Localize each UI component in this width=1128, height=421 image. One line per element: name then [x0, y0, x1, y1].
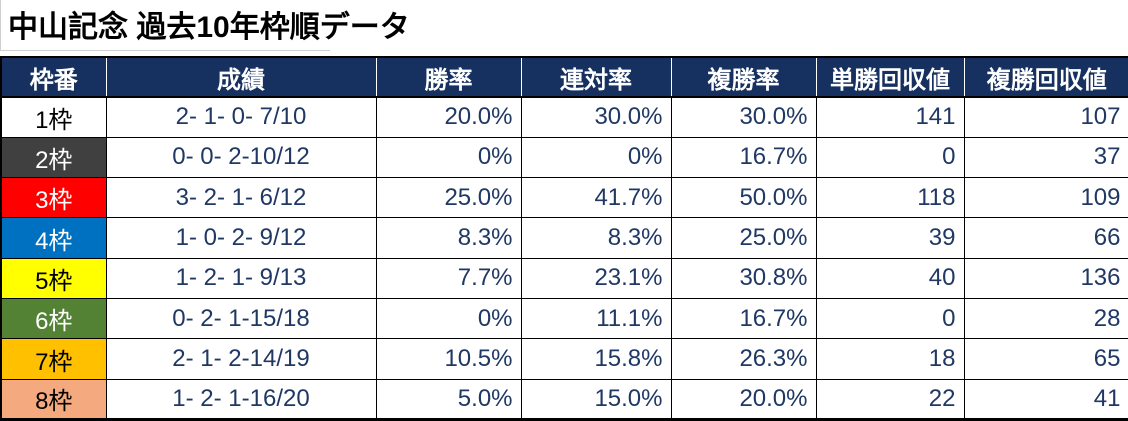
win-return-cell: 141	[815, 96, 965, 138]
record-cell: 0- 2- 1-15/18	[105, 298, 377, 340]
record-cell: 3- 2- 1- 6/12	[105, 177, 377, 219]
place-rate-cell: 23.1%	[520, 257, 672, 300]
table-row: 7枠 2- 1- 2-14/19 10.5% 15.8% 26.3% 18 65	[0, 338, 1128, 380]
show-rate-cell: 50.0%	[670, 177, 817, 219]
show-return-cell: 41	[963, 378, 1128, 421]
show-rate-cell: 16.7%	[670, 298, 817, 340]
title-cell-gridline	[0, 0, 330, 51]
frame-cell: 5枠	[0, 257, 107, 300]
frame-cell: 6枠	[0, 298, 107, 340]
frame-cell: 7枠	[0, 338, 107, 380]
col-header-show-rate: 複勝率	[670, 57, 816, 98]
win-return-cell: 39	[815, 217, 965, 259]
place-rate-cell: 30.0%	[520, 96, 672, 138]
frame-stats-table: 枠番 成績 勝率 連対率 複勝率 単勝回収値 複勝回収値 1枠 2- 1- 0-…	[0, 56, 1128, 421]
record-cell: 0- 0- 2-10/12	[105, 136, 377, 179]
place-rate-cell: 8.3%	[520, 217, 672, 259]
frame-cell: 1枠	[0, 96, 107, 138]
table-row: 8枠 1- 2- 1-16/20 5.0% 15.0% 20.0% 22 41	[0, 378, 1128, 421]
show-return-cell: 28	[963, 298, 1128, 340]
table-row: 1枠 2- 1- 0- 7/10 20.0% 30.0% 30.0% 141 1…	[0, 96, 1128, 138]
win-rate-cell: 0%	[375, 298, 522, 340]
win-rate-cell: 5.0%	[375, 378, 522, 421]
show-return-cell: 37	[963, 136, 1128, 179]
record-cell: 2- 1- 0- 7/10	[105, 96, 377, 138]
win-rate-cell: 10.5%	[375, 338, 522, 380]
frame-cell: 2枠	[0, 136, 107, 179]
record-cell: 1- 2- 1-16/20	[105, 378, 377, 421]
place-rate-cell: 41.7%	[520, 177, 672, 219]
win-return-cell: 22	[815, 378, 965, 421]
show-rate-cell: 26.3%	[670, 338, 817, 380]
place-rate-cell: 15.0%	[520, 378, 672, 421]
frame-cell: 8枠	[0, 378, 107, 421]
win-rate-cell: 7.7%	[375, 257, 522, 300]
table-row: 4枠 1- 0- 2- 9/12 8.3% 8.3% 25.0% 39 66	[0, 217, 1128, 259]
win-return-cell: 0	[815, 136, 965, 179]
table-header-row: 枠番 成績 勝率 連対率 複勝率 単勝回収値 複勝回収値	[1, 57, 1128, 98]
record-cell: 1- 2- 1- 9/13	[105, 257, 377, 300]
table-row: 6枠 0- 2- 1-15/18 0% 11.1% 16.7% 0 28	[0, 298, 1128, 340]
win-return-cell: 0	[815, 298, 965, 340]
show-return-cell: 107	[963, 96, 1128, 138]
win-rate-cell: 20.0%	[375, 96, 522, 138]
show-return-cell: 109	[963, 177, 1128, 219]
win-return-cell: 118	[815, 177, 965, 219]
col-header-win-return: 単勝回収値	[815, 57, 964, 98]
win-return-cell: 40	[815, 257, 965, 300]
show-return-cell: 136	[963, 257, 1128, 300]
page-title: 中山記念 過去10年枠順データ	[8, 11, 410, 44]
frame-cell: 3枠	[0, 177, 107, 219]
table-row: 2枠 0- 0- 2-10/12 0% 0% 16.7% 0 37	[0, 136, 1128, 179]
win-rate-cell: 25.0%	[375, 177, 522, 219]
place-rate-cell: 0%	[520, 136, 672, 179]
show-rate-cell: 30.8%	[670, 257, 817, 300]
col-header-win-rate: 勝率	[375, 57, 521, 98]
place-rate-cell: 15.8%	[520, 338, 672, 380]
table-row: 3枠 3- 2- 1- 6/12 25.0% 41.7% 50.0% 118 1…	[0, 177, 1128, 219]
win-rate-cell: 0%	[375, 136, 522, 179]
show-rate-cell: 16.7%	[670, 136, 817, 179]
show-rate-cell: 30.0%	[670, 96, 817, 138]
place-rate-cell: 11.1%	[520, 298, 672, 340]
show-return-cell: 65	[963, 338, 1128, 380]
title-area: 中山記念 過去10年枠順データ	[0, 0, 1128, 56]
win-return-cell: 18	[815, 338, 965, 380]
frame-cell: 4枠	[0, 217, 107, 259]
record-cell: 2- 1- 2-14/19	[105, 338, 377, 380]
col-header-show-return: 複勝回収値	[963, 57, 1128, 98]
show-return-cell: 66	[963, 217, 1128, 259]
col-header-frame: 枠番	[1, 57, 106, 98]
record-cell: 1- 0- 2- 9/12	[105, 217, 377, 259]
table-row: 5枠 1- 2- 1- 9/13 7.7% 23.1% 30.8% 40 136	[0, 257, 1128, 300]
col-header-record: 成績	[105, 57, 376, 98]
show-rate-cell: 25.0%	[670, 217, 817, 259]
show-rate-cell: 20.0%	[670, 378, 817, 421]
col-header-place-rate: 連対率	[520, 57, 671, 98]
win-rate-cell: 8.3%	[375, 217, 522, 259]
